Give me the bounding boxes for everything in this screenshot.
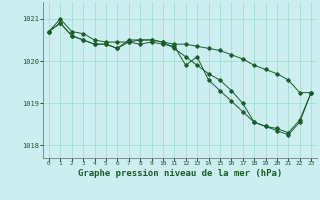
X-axis label: Graphe pression niveau de la mer (hPa): Graphe pression niveau de la mer (hPa) — [78, 169, 282, 178]
